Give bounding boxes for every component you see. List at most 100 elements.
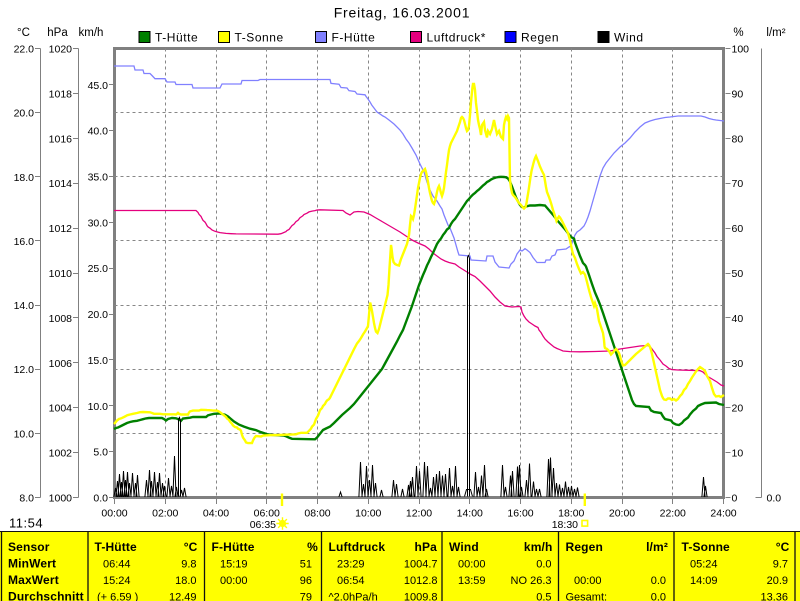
svg-text:°C: °C xyxy=(184,540,198,554)
svg-text:60: 60 xyxy=(732,223,744,235)
svg-text:18:00: 18:00 xyxy=(558,508,584,520)
svg-text:1014: 1014 xyxy=(49,178,73,190)
svg-text:23:29: 23:29 xyxy=(337,559,365,571)
svg-text:11:54: 11:54 xyxy=(9,516,43,531)
svg-text:1018: 1018 xyxy=(49,88,73,100)
svg-text:10:00: 10:00 xyxy=(355,508,381,520)
svg-text:20.0: 20.0 xyxy=(88,309,109,321)
svg-text:20.0: 20.0 xyxy=(14,108,35,120)
svg-text:km/h: km/h xyxy=(79,27,104,39)
svg-text:40: 40 xyxy=(732,313,744,325)
svg-text:1012.8: 1012.8 xyxy=(404,575,438,587)
svg-text:22:00: 22:00 xyxy=(660,508,686,520)
svg-text:T-Sonne: T-Sonne xyxy=(235,31,284,45)
svg-text:°C: °C xyxy=(776,540,790,554)
svg-text:^2.0hPa/h: ^2.0hPa/h xyxy=(329,592,378,601)
svg-text:°C: °C xyxy=(17,27,30,39)
svg-text:18:30: 18:30 xyxy=(552,519,578,531)
svg-text:hPa: hPa xyxy=(47,27,68,39)
svg-text:15:24: 15:24 xyxy=(103,575,131,587)
svg-text:1012: 1012 xyxy=(49,223,73,235)
svg-text:79: 79 xyxy=(300,592,312,601)
svg-text:16:00: 16:00 xyxy=(507,508,533,520)
svg-text:00:00: 00:00 xyxy=(101,508,127,520)
svg-text:00:00: 00:00 xyxy=(220,575,248,587)
svg-text:12:00: 12:00 xyxy=(406,508,432,520)
svg-text:1004: 1004 xyxy=(49,403,73,415)
svg-text:18.0: 18.0 xyxy=(175,575,196,587)
svg-text:0.0: 0.0 xyxy=(651,575,666,587)
svg-text:20.9: 20.9 xyxy=(767,575,788,587)
svg-text:10: 10 xyxy=(732,448,744,460)
svg-text:10.0: 10.0 xyxy=(88,401,109,413)
svg-text:0.0: 0.0 xyxy=(651,592,666,601)
svg-text:18.0: 18.0 xyxy=(14,172,35,184)
svg-text:l/m²: l/m² xyxy=(646,540,668,554)
svg-text:Wind: Wind xyxy=(614,31,644,45)
svg-text:hPa: hPa xyxy=(415,540,438,554)
svg-text:12.0: 12.0 xyxy=(14,364,35,376)
svg-text:1004.7: 1004.7 xyxy=(404,559,438,571)
svg-text:80: 80 xyxy=(732,133,744,145)
svg-text:16.0: 16.0 xyxy=(14,236,35,248)
svg-text:25.0: 25.0 xyxy=(88,263,109,275)
svg-text:30: 30 xyxy=(732,358,744,370)
svg-text:30.0: 30.0 xyxy=(88,217,109,229)
svg-text:70: 70 xyxy=(732,178,744,190)
svg-text:05:24: 05:24 xyxy=(690,559,718,571)
svg-text:14.0: 14.0 xyxy=(14,300,35,312)
svg-text:1008: 1008 xyxy=(49,313,73,325)
svg-text:24:00: 24:00 xyxy=(710,508,736,520)
svg-text:l/m²: l/m² xyxy=(766,27,785,39)
svg-text:%: % xyxy=(733,27,743,39)
svg-text:MinWert: MinWert xyxy=(8,557,56,571)
svg-text:15:19: 15:19 xyxy=(220,559,248,571)
svg-text:06:54: 06:54 xyxy=(337,575,365,587)
svg-text:02:00: 02:00 xyxy=(152,508,178,520)
svg-text:MaxWert: MaxWert xyxy=(8,573,59,587)
svg-text:40.0: 40.0 xyxy=(88,126,109,138)
svg-text:Regen: Regen xyxy=(521,31,559,45)
svg-text:100: 100 xyxy=(732,44,750,56)
svg-text:15.0: 15.0 xyxy=(88,355,109,367)
svg-text:1016: 1016 xyxy=(49,133,73,145)
svg-text:Sensor: Sensor xyxy=(8,540,50,554)
svg-text:1020: 1020 xyxy=(49,44,73,56)
svg-text:1006: 1006 xyxy=(49,358,73,370)
svg-text:Gesamt:: Gesamt: xyxy=(566,592,608,601)
svg-text:9.7: 9.7 xyxy=(773,559,788,571)
svg-text:00:00: 00:00 xyxy=(458,559,486,571)
svg-text:35.0: 35.0 xyxy=(88,171,109,183)
svg-text:06:35: 06:35 xyxy=(250,519,276,531)
svg-text:12.49: 12.49 xyxy=(169,592,197,601)
svg-text:20: 20 xyxy=(732,403,744,415)
svg-text:0: 0 xyxy=(732,493,738,505)
svg-text:10.0: 10.0 xyxy=(14,428,35,440)
svg-text:45.0: 45.0 xyxy=(88,80,109,92)
svg-text:8.0: 8.0 xyxy=(19,493,34,505)
svg-text:1010: 1010 xyxy=(49,268,73,280)
svg-text:T-Sonne: T-Sonne xyxy=(682,540,731,554)
svg-text:13.36: 13.36 xyxy=(760,592,788,601)
svg-text:22.0: 22.0 xyxy=(14,44,35,56)
svg-text:20:00: 20:00 xyxy=(609,508,635,520)
svg-text:90: 90 xyxy=(732,88,744,100)
svg-text:Freitag, 16.03.2001: Freitag, 16.03.2001 xyxy=(334,5,471,21)
svg-text:%: % xyxy=(307,540,318,554)
svg-text:06:00: 06:00 xyxy=(254,508,280,520)
svg-text:13:59: 13:59 xyxy=(458,575,486,587)
svg-text:0.0: 0.0 xyxy=(536,559,551,571)
svg-text:0.5: 0.5 xyxy=(536,592,551,601)
svg-text:14:09: 14:09 xyxy=(690,575,718,587)
svg-text:08:00: 08:00 xyxy=(304,508,330,520)
svg-text:9.8: 9.8 xyxy=(181,559,196,571)
svg-text:Luftdruck*: Luftdruck* xyxy=(427,31,487,45)
svg-text:Wind: Wind xyxy=(449,540,479,554)
svg-text:T-Hütte: T-Hütte xyxy=(95,540,138,554)
svg-text:0.0: 0.0 xyxy=(93,493,108,505)
svg-text:NO 26.3: NO 26.3 xyxy=(511,575,552,587)
svg-text:km/h: km/h xyxy=(524,540,553,554)
svg-text:1002: 1002 xyxy=(49,448,73,460)
svg-text:1000: 1000 xyxy=(49,493,73,505)
svg-text:04:00: 04:00 xyxy=(203,508,229,520)
